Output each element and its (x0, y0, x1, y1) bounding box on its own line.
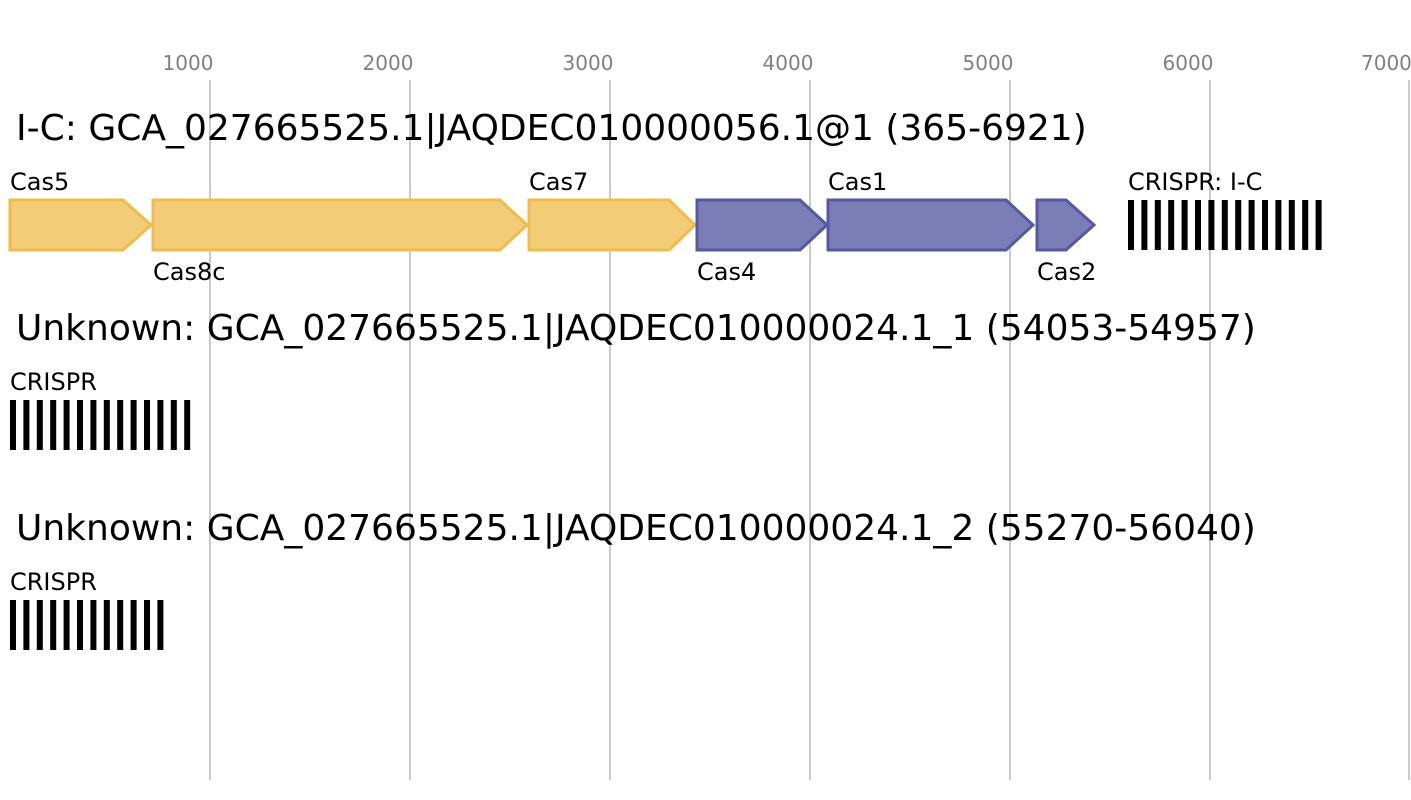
locus-1-title: I-C: GCA_027665525.1|JAQDEC010000056.1@1… (16, 108, 1087, 149)
crispr-repeat (1302, 200, 1309, 250)
gene-cas1[interactable] (826, 198, 1036, 252)
tick-label-5000: 5000 (963, 51, 1014, 75)
crispr-repeat (90, 600, 97, 650)
gene-label-cas7: Cas7 (529, 168, 588, 196)
crispr-repeat (23, 400, 30, 450)
gene-label-cas5: Cas5 (10, 168, 69, 196)
crispr-label-locus-3: CRISPR (10, 568, 97, 596)
crispr-repeat (36, 400, 43, 450)
crispr-repeat (144, 600, 150, 650)
locus-1: I-C: GCA_027665525.1|JAQDEC010000056.1@1… (8, 108, 1322, 286)
crispr-repeat (1154, 200, 1161, 250)
crispr-repeat (77, 600, 83, 650)
locus-2: Unknown: GCA_027665525.1|JAQDEC010000024… (10, 308, 1256, 450)
gene-label-cas4: Cas4 (697, 258, 756, 286)
crispr-repeat (1235, 200, 1242, 250)
crispr-repeat (103, 600, 110, 650)
gene-cas4[interactable] (695, 198, 830, 252)
crispr-repeat (117, 600, 124, 650)
tick-label-1000: 1000 (163, 51, 214, 75)
crispr-repeat (130, 400, 137, 450)
gene-cas5[interactable] (8, 198, 154, 252)
locus-3: Unknown: GCA_027665525.1|JAQDEC010000024… (10, 508, 1256, 650)
crispr-repeat (157, 400, 164, 450)
crispr-repeat (63, 400, 70, 450)
crispr-repeat (23, 600, 30, 650)
axis: 1000 2000 3000 4000 5000 6000 7000 (163, 51, 1411, 780)
tick-label-4000: 4000 (763, 51, 814, 75)
crispr-repeat (1141, 200, 1148, 250)
crispr-array-locus-3[interactable] (10, 600, 164, 650)
crispr-repeat (1221, 200, 1228, 250)
locus-3-title: Unknown: GCA_027665525.1|JAQDEC010000024… (16, 508, 1256, 549)
gene-cas8c[interactable] (151, 198, 530, 252)
crispr-repeat (50, 600, 57, 650)
gene-label-cas1: Cas1 (828, 168, 887, 196)
crispr-repeat (144, 400, 150, 450)
crispr-repeat (90, 400, 97, 450)
crispr-array-locus-1[interactable] (1128, 200, 1322, 250)
tick-label-2000: 2000 (363, 51, 414, 75)
gene-cas2[interactable] (1035, 198, 1097, 252)
crispr-repeat (103, 400, 110, 450)
locus-2-title: Unknown: GCA_027665525.1|JAQDEC010000024… (16, 308, 1256, 349)
crispr-repeat (1262, 200, 1268, 250)
crispr-repeat (1248, 200, 1255, 250)
crispr-repeat (157, 600, 164, 650)
gene-cas7[interactable] (527, 198, 698, 252)
crispr-repeat (1288, 200, 1295, 250)
gene-label-cas2: Cas2 (1037, 258, 1096, 286)
crispr-repeat (1275, 200, 1282, 250)
crispr-repeat (36, 600, 43, 650)
tick-label-3000: 3000 (563, 51, 614, 75)
crispr-repeat (184, 400, 191, 450)
crispr-repeat (63, 600, 70, 650)
crispr-repeat (1128, 200, 1134, 250)
crispr-repeat (10, 600, 16, 650)
crispr-repeat (130, 600, 137, 650)
crispr-repeat (1195, 200, 1201, 250)
crispr-repeat (170, 400, 177, 450)
tick-label-7000: 7000 (1361, 51, 1411, 75)
crispr-repeat (1208, 200, 1215, 250)
crispr-repeat (10, 400, 16, 450)
crispr-label-locus-2: CRISPR (10, 368, 97, 396)
crispr-repeat (117, 400, 124, 450)
crispr-repeat (1168, 200, 1175, 250)
crispr-array-locus-2[interactable] (10, 400, 191, 450)
crispr-repeat (77, 400, 83, 450)
crispr-repeat (1181, 200, 1188, 250)
crispr-label-locus-1: CRISPR: I-C (1128, 168, 1262, 196)
gene-label-cas8c: Cas8c (153, 258, 225, 286)
tick-label-6000: 6000 (1163, 51, 1214, 75)
crispr-repeat (50, 400, 57, 450)
crispr-repeat (1315, 200, 1322, 250)
